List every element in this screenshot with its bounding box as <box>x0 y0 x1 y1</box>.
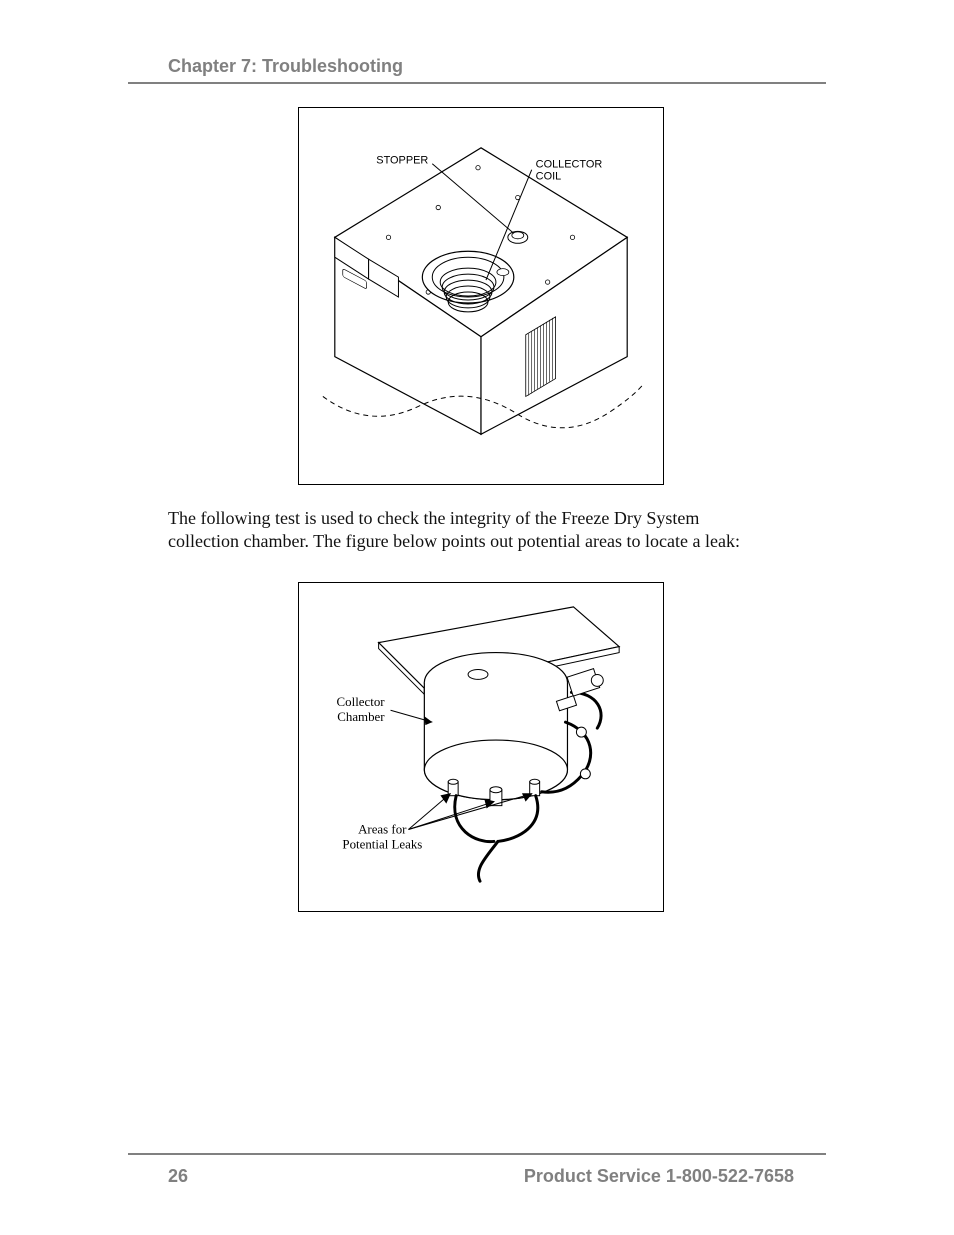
page-footer: 26 Product Service 1-800-522-7658 <box>168 1166 794 1187</box>
label-areas-line1: Areas for <box>358 821 407 836</box>
figure-2: Collector Chamber Areas for Potential Le… <box>298 582 664 912</box>
header-rule <box>128 82 826 84</box>
label-collector-coil-2: COIL <box>536 171 562 183</box>
label-stopper: STOPPER <box>376 155 428 167</box>
body-line-1: The following test is used to check the … <box>168 508 699 528</box>
chapter-header: Chapter 7: Troubleshooting <box>168 56 794 81</box>
page-number: 26 <box>168 1166 188 1187</box>
content-area: Chapter 7: Troubleshooting <box>168 56 794 1153</box>
figure-2-svg: Collector Chamber Areas for Potential Le… <box>299 583 663 911</box>
fitting-left <box>448 779 458 795</box>
body-paragraph: The following test is used to check the … <box>168 507 794 552</box>
document-page: Chapter 7: Troubleshooting <box>0 0 954 1235</box>
label-collector-chamber-1: Collector <box>337 694 386 709</box>
collector-chamber <box>424 653 567 800</box>
product-service-text: Product Service 1-800-522-7658 <box>524 1166 794 1187</box>
figure-1-svg: STOPPER COLLECTOR COIL <box>299 108 663 484</box>
label-collector-chamber-2: Chamber <box>337 709 385 724</box>
leader-potential-leaks <box>408 794 531 830</box>
label-collector-coil-1: COLLECTOR <box>536 159 603 171</box>
footer-rule <box>128 1153 826 1155</box>
body-line-2: collection chamber. The figure below poi… <box>168 531 740 551</box>
stopper <box>508 231 528 243</box>
figure-1: STOPPER COLLECTOR COIL <box>298 107 664 485</box>
label-areas-line2: Potential Leaks <box>342 836 422 851</box>
